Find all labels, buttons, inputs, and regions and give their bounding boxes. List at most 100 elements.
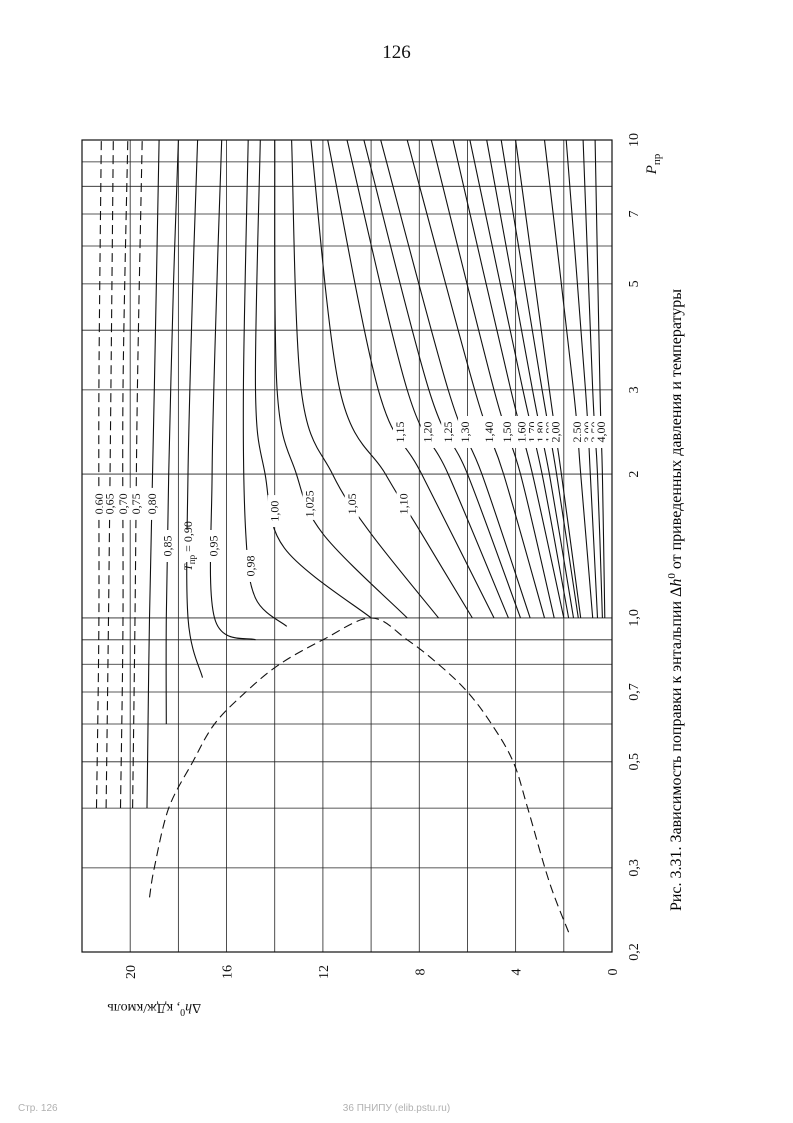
isotherm-label-bg <box>500 415 515 448</box>
isotherm-label-0-75: 0,75 <box>129 487 144 520</box>
isotherm-label-1-20: 1,20 <box>420 415 435 448</box>
isotherm-label-bg <box>594 415 609 448</box>
svg-text:Рис. 3.31. Зависимость поправк: Рис. 3.31. Зависимость поправки к энталь… <box>666 289 685 911</box>
isotherm-label-text: 0,85 <box>161 536 175 557</box>
isotherm-label-bg <box>181 530 195 562</box>
isotherm-line-1-25 <box>363 139 522 619</box>
isotherm-label-text: Tпр = 0,90 <box>181 521 197 571</box>
footer-page-label: Стр. 126 <box>18 1103 58 1114</box>
saturation-envelope-line <box>148 617 570 933</box>
isotherm-label-text: 0,75 <box>129 493 143 514</box>
isotherm-label-text: 2,50 <box>570 421 584 442</box>
isotherm-label-text: 1,20 <box>421 421 435 442</box>
isotherm-label-1-00: 1,00 <box>267 495 282 528</box>
figure-caption: Рис. 3.31. Зависимость поправки к энталь… <box>666 289 685 911</box>
isotherm-label-text: 0,98 <box>244 555 258 576</box>
isotherm-label-1-60: 1,60 <box>514 415 529 448</box>
isotherm-line-1-90 <box>500 139 579 618</box>
isotherm-label-0-60: 0,60 <box>91 487 106 520</box>
caption-sup: 0 <box>666 573 678 579</box>
p-tick-label: 3 <box>627 386 642 393</box>
isotherm-label-text: 0,70 <box>116 493 130 514</box>
dh-tick-label: 20 <box>124 965 139 979</box>
isotherm-label-bg <box>102 487 117 520</box>
isotherm-label-bg <box>548 415 563 448</box>
isotherm-label-0-95: 0,95 <box>206 530 221 562</box>
p-tick-label: 10 <box>627 133 642 147</box>
isotherm-label-bg <box>302 487 317 520</box>
dh-tick-label: 8 <box>413 969 428 976</box>
isotherm-label-text: 1,05 <box>345 493 359 514</box>
isotherm-label-text: 1,25 <box>441 421 455 442</box>
p-tick-label: 0,5 <box>627 753 642 771</box>
p-tick-label: 2 <box>627 471 642 478</box>
isotherm-label-bg <box>344 487 359 520</box>
isotherm-label-bg <box>396 487 411 520</box>
isotherm-label-bg <box>570 415 585 448</box>
p-tick-label: 7 <box>627 211 642 218</box>
isotherm-label-1-50: 1,50 <box>500 415 515 448</box>
isotherm-label-text: 0,95 <box>206 536 220 557</box>
plot-frame <box>81 139 613 953</box>
caption-suffix: от приведенных давления и температуры <box>668 289 685 573</box>
isotherm-label-1-025: 1,025 <box>302 487 317 520</box>
isotherm-label-4-00: 4,00 <box>594 415 609 448</box>
isotherm-line-1-00 <box>254 139 372 619</box>
isotherm-line-1-60 <box>452 139 565 619</box>
dh-tick-label: 12 <box>317 965 332 979</box>
isotherm-label-text: 2,00 <box>548 421 562 442</box>
isotherm-label-1-40: 1,40 <box>482 415 497 448</box>
p-tick-label: 0,3 <box>627 859 642 877</box>
isotherm-label-2-00: 2,00 <box>548 415 563 448</box>
isotherm-label-0-80: 0,80 <box>144 487 159 520</box>
page-number: 126 <box>382 42 411 63</box>
footer-source: 36 ПНИПУ (elib.pstu.ru) <box>342 1103 451 1114</box>
isotherm-line-1-10 <box>310 139 473 619</box>
dh-tick-label: 16 <box>221 965 236 979</box>
isotherm-line-0-95 <box>209 139 256 641</box>
isotherm-label-bg <box>420 415 435 448</box>
isotherm-label-text: 1,50 <box>500 421 514 442</box>
isotherm-label-text: 4,00 <box>594 421 608 442</box>
isotherm-label-text: 1,15 <box>393 421 407 442</box>
dh-tick-label: 0 <box>606 969 621 976</box>
isotherm-label-bg <box>393 415 407 448</box>
isotherm-label-1-05: 1,05 <box>344 487 359 520</box>
isotherm-label-0-90: Tпр = 0,90 <box>181 521 197 571</box>
isotherm-label-text: 1,00 <box>268 501 282 522</box>
isotherm-line-1-70 <box>469 139 570 618</box>
p-axis-label: Pпр <box>644 153 663 175</box>
p-tick-label: 5 <box>627 280 642 287</box>
isotherm-label-0-85: 0,85 <box>160 530 175 562</box>
caption-prefix: Рис. 3.31. Зависимость поправки к энталь… <box>668 587 685 911</box>
isotherm-label-text: 1,30 <box>458 421 472 442</box>
isotherm-label-text: 0,60 <box>92 493 106 514</box>
isotherm-label-bg <box>144 487 159 520</box>
isotherm-label-1-25: 1,25 <box>441 415 456 448</box>
isotherm-label-bg <box>160 530 175 562</box>
chart-labels: 0,600,65 0,70 0,75 0,80 0,85 Tпр = 0,90 0,95 0,… <box>91 415 609 582</box>
isotherm-label-0-70: 0,70 <box>115 487 130 520</box>
isotherm-line-0-98 <box>242 139 288 627</box>
isotherm-label-0-98: 0,98 <box>243 549 258 582</box>
isotherm-label-bg <box>243 549 258 582</box>
isotherm-label-0-65: 0,65 <box>102 487 117 520</box>
dh-axis-label: Δh0, кДж/кмоль <box>107 1000 201 1017</box>
isotherm-line-1-40 <box>406 139 546 619</box>
isotherm-line-1-05 <box>291 139 439 619</box>
isotherm-label-text: 1,025 <box>303 490 317 517</box>
isotherm-label-text: 0,80 <box>145 493 159 514</box>
dh-tick-label: 4 <box>510 969 525 976</box>
isotherm-label-text: 1,40 <box>482 421 496 442</box>
isotherm-line-1-80 <box>486 139 575 618</box>
isotherm-label-text: 1,10 <box>397 493 411 514</box>
isotherm-line-1-025 <box>274 139 408 619</box>
isotherm-line-0-90 <box>186 139 204 678</box>
isotherm-label-bg <box>458 415 473 448</box>
isotherm-label-bg <box>115 487 130 520</box>
isotherm-label-bg <box>482 415 497 448</box>
isotherm-line-1-50 <box>430 139 555 619</box>
isotherm-label-bg <box>441 415 456 448</box>
